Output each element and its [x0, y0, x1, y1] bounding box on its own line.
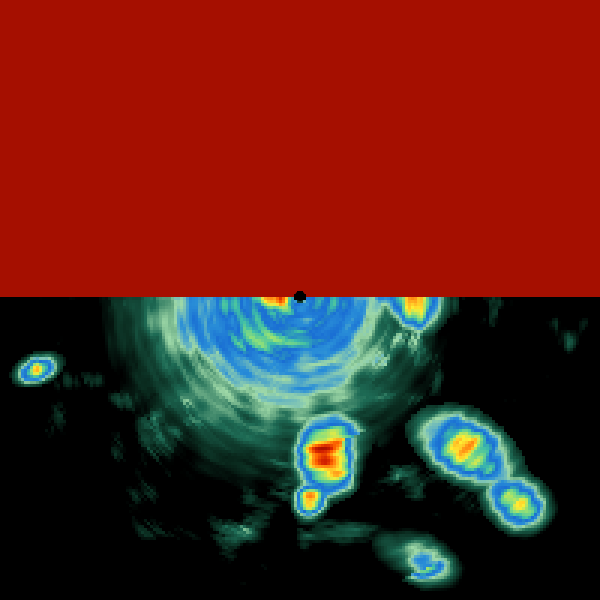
- radar-reflectivity-canvas[interactable]: [0, 0, 600, 600]
- radar-image-viewport[interactable]: [0, 0, 600, 600]
